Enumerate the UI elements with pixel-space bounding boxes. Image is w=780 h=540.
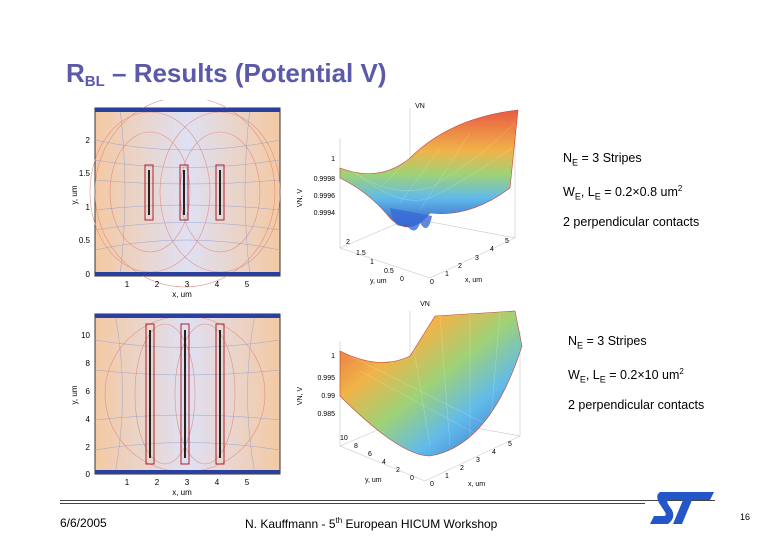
page-number: 16 — [740, 512, 751, 522]
z-tick: 0.995 — [317, 375, 335, 382]
bottom-annotation: NE = 3 Stripes WE, LE = 0.2×10 um2 2 per… — [568, 333, 704, 423]
surf-x-tick: 4 — [492, 449, 496, 456]
y-tick: 6 — [86, 387, 91, 396]
surf-x-tick: 3 — [475, 255, 479, 262]
z-tick: 1 — [331, 353, 335, 360]
z-tick: 0.9996 — [314, 193, 336, 200]
y-tick: 0.5 — [79, 236, 91, 245]
surf-x-tick: 3 — [476, 457, 480, 464]
surf-y-label: y, um — [370, 278, 387, 285]
x-tick: 2 — [155, 478, 160, 487]
y-tick: 0 — [86, 470, 91, 479]
dimensions-text: WE, LE = 0.2×10 um2 — [568, 366, 684, 385]
surface-title: VN — [415, 103, 425, 110]
slide-title: RBL – Results (Potential V) — [66, 58, 387, 90]
footer-date: 6/6/2005 — [60, 516, 107, 530]
surf-x-tick: 5 — [505, 238, 509, 245]
surf-x-label: x, um — [468, 481, 485, 488]
surf-y-tick: 6 — [368, 451, 372, 458]
y-tick: 10 — [81, 331, 90, 340]
x-tick: 4 — [215, 280, 220, 289]
footer-credit: N. Kauffmann - 5th European HICUM Worksh… — [245, 516, 498, 531]
surf-y-tick: 2 — [346, 239, 350, 246]
y-tick: 4 — [86, 415, 91, 424]
surf-y-tick: 1.5 — [356, 250, 366, 257]
surf-x-tick: 0 — [430, 279, 434, 286]
x-axis-label: x, um — [172, 488, 192, 497]
y-tick: 8 — [86, 359, 91, 368]
surf-y-tick: 1 — [370, 259, 374, 266]
top-surface-plot: VN 1 0.9998 0.9996 0.9994 VN, V 2 1.5 1 … — [297, 103, 519, 286]
surf-y-tick: 8 — [354, 443, 358, 450]
y-tick: 1.5 — [79, 169, 91, 178]
x-tick: 2 — [155, 280, 160, 289]
x-axis-label: x, um — [172, 290, 192, 299]
contacts-text: 2 perpendicular contacts — [568, 398, 705, 413]
st-logo-icon — [650, 492, 714, 524]
x-tick: 1 — [125, 478, 130, 487]
x-tick: 5 — [245, 478, 250, 487]
y-axis-label: y, um — [70, 385, 79, 404]
bottom-contour-plot: 0 2 4 6 8 10 1 2 3 4 5 x, um y, um — [70, 313, 281, 497]
footer-divider — [60, 500, 715, 501]
footer-divider-secondary — [60, 503, 645, 504]
surf-y-tick: 2 — [396, 467, 400, 474]
y-tick: 1 — [86, 203, 91, 212]
x-tick: 3 — [185, 478, 190, 487]
surf-y-tick: 4 — [382, 459, 386, 466]
surface-title: VN — [420, 301, 430, 308]
surf-x-tick: 5 — [508, 441, 512, 448]
z-tick: 0.9994 — [314, 210, 336, 217]
y-axis-label: y, um — [70, 185, 79, 204]
stripes-text: NE = 3 Stripes — [568, 334, 647, 351]
surf-y-tick: 10 — [340, 435, 348, 442]
surf-x-tick: 0 — [430, 481, 434, 488]
contacts-text: 2 perpendicular contacts — [563, 215, 700, 230]
surf-x-label: x, um — [465, 277, 482, 284]
surf-y-tick: 0.5 — [384, 268, 394, 275]
z-tick: 0.99 — [321, 393, 335, 400]
surf-y-tick: 0 — [400, 276, 404, 283]
surf-x-tick: 1 — [445, 473, 449, 480]
x-tick: 5 — [245, 280, 250, 289]
z-tick: 1 — [331, 156, 335, 163]
x-tick: 1 — [125, 280, 130, 289]
bottom-surface-plot: VN 1 0.995 0.99 0.985 VN, V 10 8 6 4 2 0… — [297, 301, 523, 488]
y-tick: 2 — [86, 443, 91, 452]
surf-x-tick: 2 — [460, 465, 464, 472]
surf-x-tick: 2 — [458, 263, 462, 270]
surf-x-tick: 1 — [445, 271, 449, 278]
top-contour-plot: 0 0.5 1 1.5 2 1 2 3 4 5 x, um y, um — [70, 100, 281, 299]
y-tick: 2 — [86, 136, 91, 145]
surf-x-tick: 4 — [490, 246, 494, 253]
z-tick: 0.9998 — [314, 176, 336, 183]
z-axis-label: VN, V — [297, 387, 304, 406]
z-tick: 0.985 — [317, 411, 335, 418]
surf-y-label: y, um — [365, 477, 382, 484]
z-axis-label: VN, V — [297, 189, 304, 208]
surf-y-tick: 0 — [410, 475, 414, 482]
y-tick: 0 — [86, 270, 91, 279]
x-tick: 4 — [215, 478, 220, 487]
dimensions-text: WE, LE = 0.2×0.8 um2 — [563, 183, 683, 202]
top-annotation: NE = 3 Stripes WE, LE = 0.2×0.8 um2 2 pe… — [563, 150, 699, 240]
stripes-text: NE = 3 Stripes — [563, 151, 642, 168]
x-tick: 3 — [185, 280, 190, 289]
